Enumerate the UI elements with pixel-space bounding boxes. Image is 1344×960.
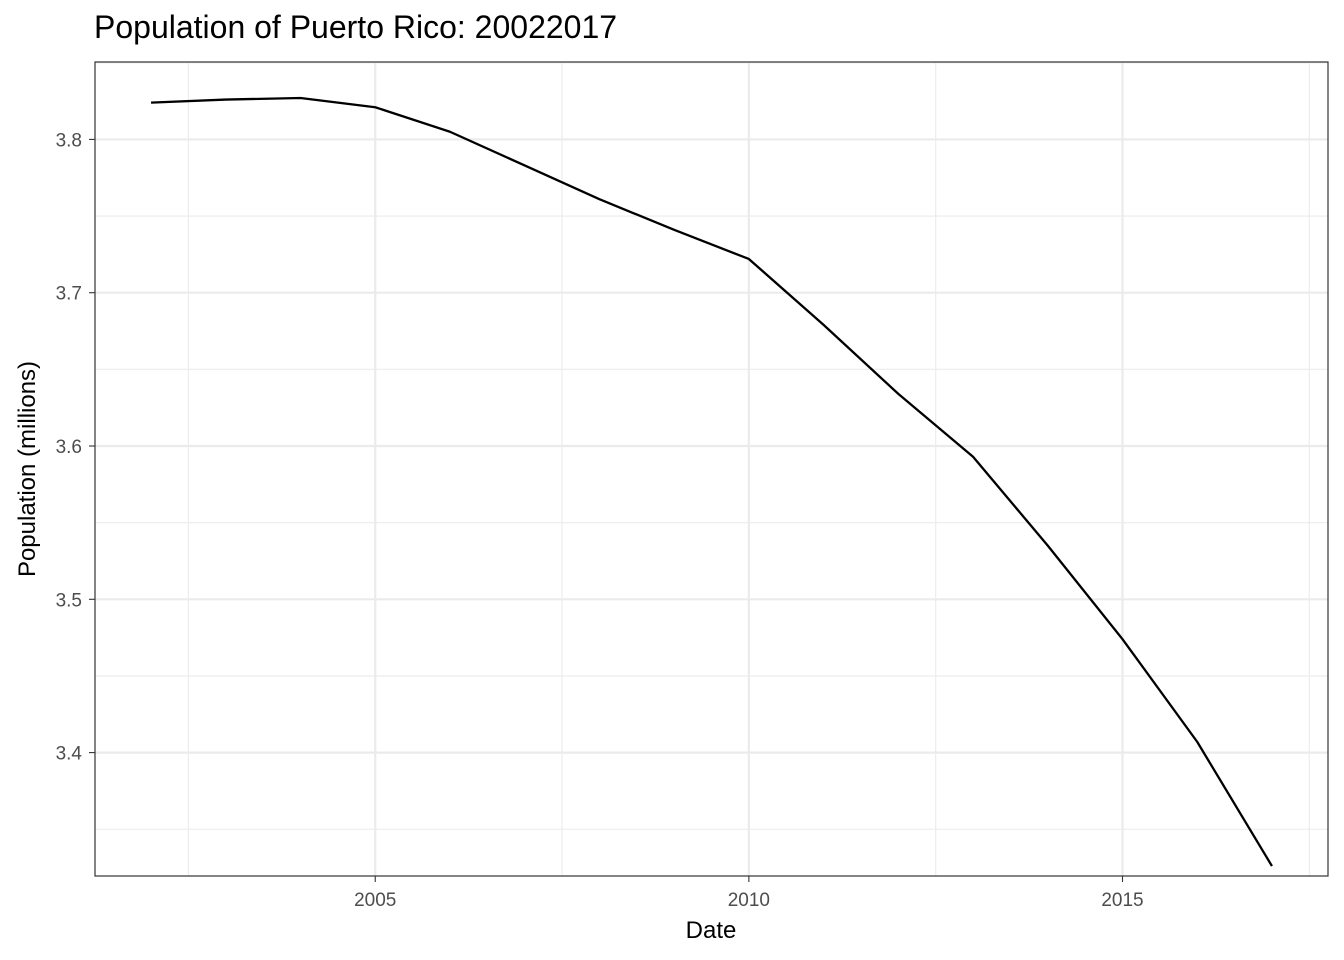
y-tick-label: 3.5 [56, 590, 82, 611]
data-series [151, 96, 1273, 867]
x-tick-label: 2005 [354, 890, 396, 911]
y-tick-label: 3.4 [56, 744, 83, 765]
y-tick-label: 3.8 [56, 130, 82, 151]
y-axis-title: Population (millions) [14, 361, 41, 577]
x-axis-title: Date [686, 917, 737, 944]
x-tick-label: 2010 [728, 890, 770, 911]
x-axis-ticks: 2005 2010 2015 [354, 876, 1144, 911]
y-axis-ticks: 3.4 3.5 3.6 3.7 3.8 [56, 130, 95, 765]
major-gridlines [95, 62, 1328, 876]
x-tick-label: 2015 [1101, 890, 1143, 911]
y-tick-label: 3.7 [56, 284, 82, 305]
series-line [151, 96, 1273, 867]
y-tick-label: 3.6 [56, 437, 82, 458]
chart-title: Population of Puerto Rico: 20022017 [94, 9, 617, 45]
panel-border [94, 61, 1329, 877]
